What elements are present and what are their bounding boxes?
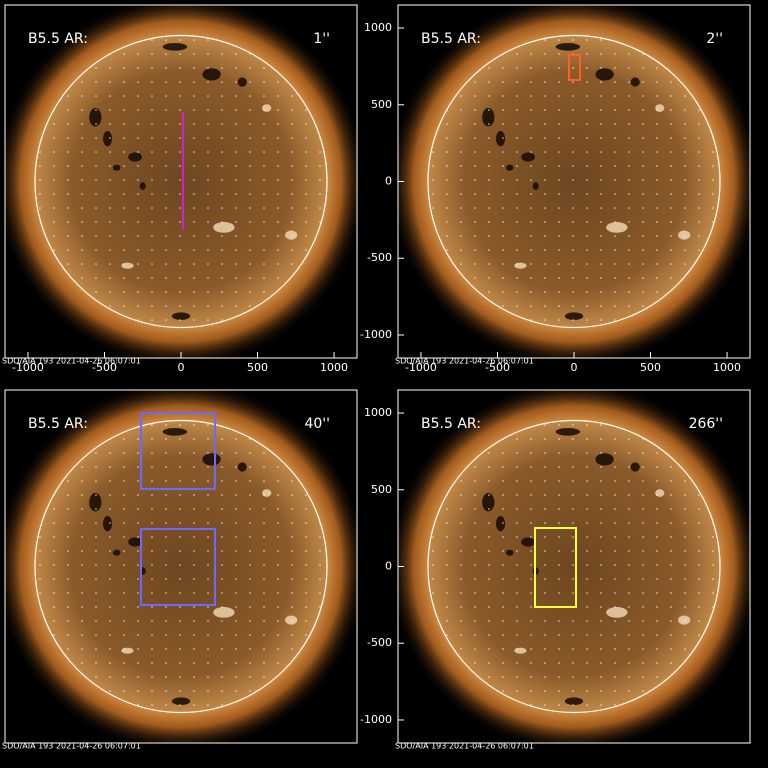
footer: SDO/AIA 193 2021-04-26 06:07:01 <box>395 742 534 751</box>
footer: SDO/AIA 193 2021-04-26 06:07:01 <box>395 357 534 366</box>
grid-dots <box>428 420 720 713</box>
limb <box>34 34 328 329</box>
y-tick-label: -1000 <box>360 328 392 341</box>
panel: -1000 -500 0 500 1000 B5.5 AR: 1'' SDO/AIA 193 … <box>2 4 358 374</box>
y-tick-label: 500 <box>371 483 392 496</box>
limb <box>427 34 721 329</box>
image-area <box>5 5 357 358</box>
y-tick-label: 1000 <box>364 406 392 419</box>
y-tick-label: 0 <box>385 560 392 573</box>
footer: SDO/AIA 193 2021-04-26 06:07:01 <box>2 357 141 366</box>
y-tick-label: 1000 <box>364 21 392 34</box>
limb <box>34 419 328 714</box>
region-label: B5.5 AR: <box>28 416 88 432</box>
panel: -1000 -500 0 500 1000 B5.5 AR: 266'' SDO/AIA 19… <box>360 389 751 751</box>
x-tick-label: 0 <box>571 361 578 374</box>
x-tick-label: -1000 <box>12 361 44 374</box>
x-tick-label: -500 <box>92 361 117 374</box>
footer: SDO/AIA 193 2021-04-26 06:07:01 <box>2 742 141 751</box>
x-tick-label: 0 <box>178 361 185 374</box>
x-tick-label: 500 <box>247 361 268 374</box>
region-label: B5.5 AR: <box>28 31 88 47</box>
y-tick-label: 0 <box>385 175 392 188</box>
size-label: 266'' <box>689 416 723 432</box>
x-tick-label: -1000 <box>405 361 437 374</box>
size-label: 1'' <box>313 31 330 47</box>
image-area <box>5 390 357 743</box>
panel: B5.5 AR: 40'' SDO/AIA 193 2021-04-26 06:07… <box>2 389 358 751</box>
size-label: 40'' <box>304 416 330 432</box>
x-tick-label: 500 <box>640 361 661 374</box>
panel: -1000 -500 0 500 1000 -1000 -500 0 500 1000 B5.5 A… <box>360 4 751 374</box>
limb <box>427 419 721 714</box>
y-tick-label: 500 <box>371 98 392 111</box>
x-tick-label: 1000 <box>713 361 741 374</box>
region-label: B5.5 AR: <box>421 416 481 432</box>
image-area <box>398 390 750 743</box>
x-tick-label: 1000 <box>320 361 348 374</box>
frame <box>4 389 358 744</box>
y-tick-label: -1000 <box>360 713 392 726</box>
grid-dots <box>35 420 327 713</box>
region-box <box>534 527 577 608</box>
y-tick-label: -500 <box>367 251 392 264</box>
grid-dots <box>35 35 327 328</box>
y-tick-label: -500 <box>367 636 392 649</box>
region-label: B5.5 AR: <box>421 31 481 47</box>
grid-dots <box>428 35 720 328</box>
image-area <box>398 5 750 358</box>
size-label: 2'' <box>706 31 723 47</box>
region-box <box>568 54 581 81</box>
x-tick-label: -500 <box>485 361 510 374</box>
region-box <box>140 412 216 490</box>
region-box <box>140 528 216 606</box>
